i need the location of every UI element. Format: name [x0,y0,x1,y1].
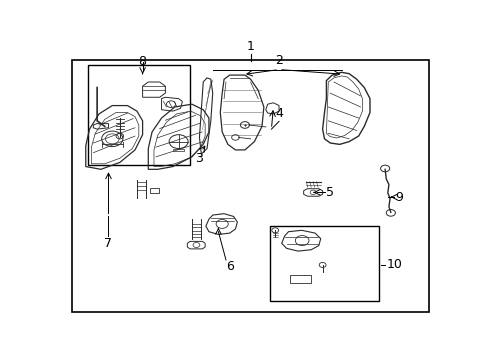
Text: 5: 5 [325,186,333,199]
Text: 10: 10 [386,258,401,271]
Text: 9: 9 [395,190,403,203]
Text: 1: 1 [246,40,254,53]
Text: 4: 4 [275,107,283,120]
Text: 7: 7 [104,237,112,250]
Text: 6: 6 [225,260,233,273]
Text: 8: 8 [138,55,146,68]
Bar [87,66,189,165]
Bar [290,275,311,283]
Bar [150,188,158,193]
Bar [269,226,379,301]
Text: 2: 2 [275,54,283,67]
Text: 3: 3 [195,152,203,165]
